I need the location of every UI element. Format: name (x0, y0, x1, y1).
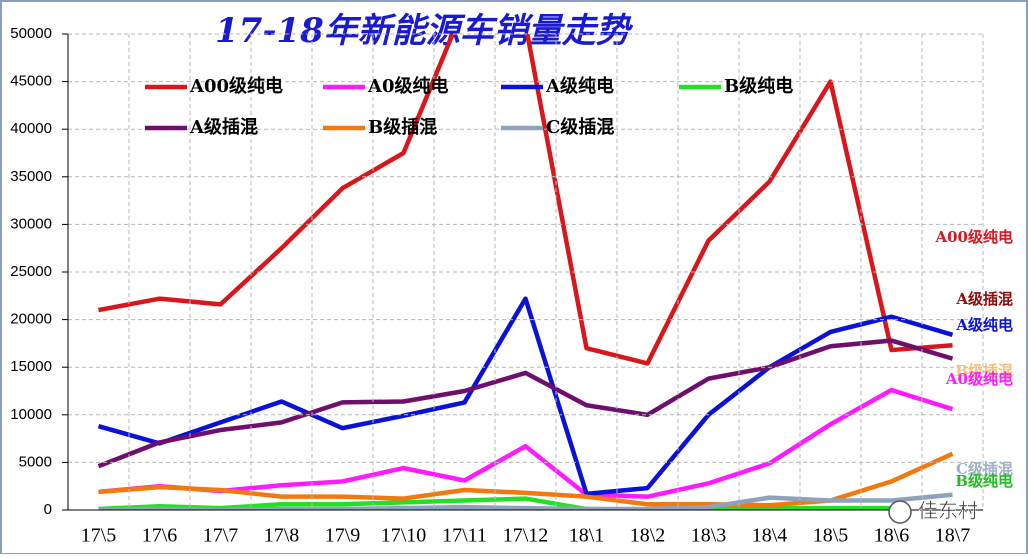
x-tick-label: 18\6 (874, 525, 910, 547)
legend-label: B级纯电 (724, 75, 793, 97)
legend-label: A级插混 (189, 116, 258, 138)
series-line (98, 451, 954, 508)
watermark: 佳东村 (918, 499, 978, 523)
annotation: C级插混 (956, 460, 1013, 478)
x-tick-label: 17\10 (381, 525, 427, 547)
y-tick-label: 25000 (10, 263, 52, 280)
x-tick-label: 17\9 (325, 525, 361, 547)
x-tick-label: 17\7 (203, 525, 239, 547)
y-tick-label: 45000 (10, 73, 52, 90)
legend-label: C级插混 (546, 116, 614, 138)
watermark-icon (888, 500, 912, 524)
annotation: B级插混 (955, 362, 1013, 380)
x-tick-label: 17\8 (264, 525, 300, 547)
annotation: A00级纯电 (934, 228, 1013, 246)
x-axis-band (2, 511, 1026, 553)
y-tick-label: 0 (44, 501, 52, 518)
annotation: A0级纯电 (945, 370, 1013, 388)
x-tick-label: 17\11 (442, 525, 487, 547)
series-line (98, 34, 953, 366)
x-tick-label: 18\7 (935, 525, 971, 547)
annotation: A级纯电 (955, 316, 1013, 334)
legend-label: A0级纯电 (367, 75, 449, 97)
annotation: B级纯电 (955, 472, 1013, 490)
legend-label: A00级纯电 (189, 75, 283, 97)
x-tick-label: 17\12 (503, 525, 549, 547)
y-tick-label: 10000 (10, 406, 52, 423)
y-tick-label: 50000 (10, 25, 52, 42)
x-tick-label: 18\5 (813, 525, 849, 547)
x-tick-label: 17\6 (142, 525, 178, 547)
y-tick-label: 20000 (10, 311, 52, 328)
x-tick-label: 18\2 (630, 525, 666, 547)
series-line (97, 296, 954, 497)
x-tick-label: 18\1 (569, 525, 605, 547)
series-line (98, 387, 954, 499)
legend-label: B级插混 (368, 116, 437, 138)
y-tick-label: 35000 (10, 168, 52, 185)
y-tick-label: 15000 (10, 358, 52, 375)
x-tick-label: 18\3 (691, 525, 727, 547)
legend-label: A级纯电 (545, 75, 614, 97)
y-tick-label: 40000 (10, 120, 52, 137)
y-tick-label: 5000 (19, 453, 52, 470)
y-tick-label: 30000 (10, 215, 52, 232)
chart-title: 17-18年新能源车销量走势 (215, 11, 634, 51)
series-line (97, 338, 954, 469)
x-tick-label: 18\4 (752, 525, 788, 547)
annotation: A级插混 (955, 290, 1013, 308)
x-tick-label: 17\5 (81, 525, 117, 547)
